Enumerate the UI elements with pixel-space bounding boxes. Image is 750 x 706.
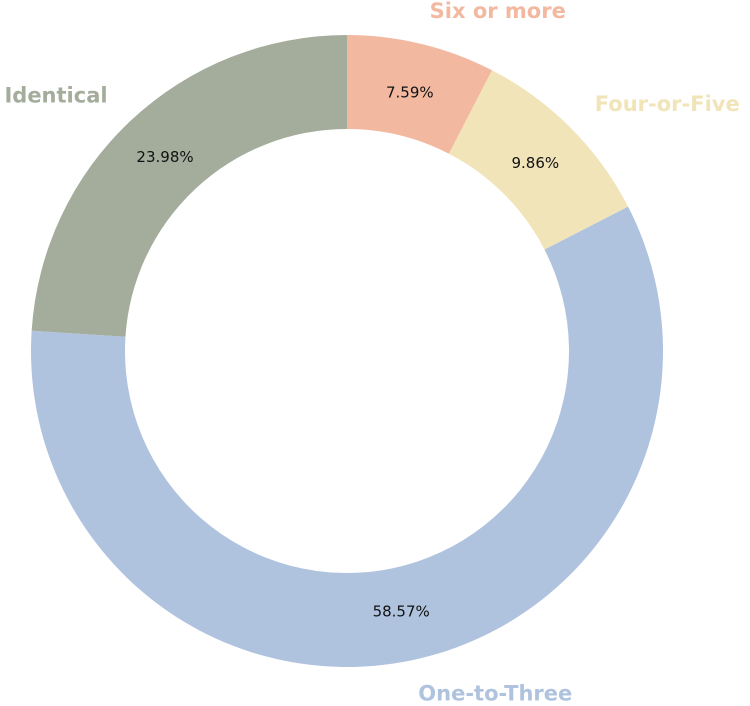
category-label-one-to-three: One-to-Three	[418, 682, 572, 706]
slice-one-to-three	[30, 206, 663, 668]
category-label-identical: Identical	[4, 84, 107, 108]
value-label-four-or-five: 9.86%	[511, 154, 559, 172]
value-label-identical: 23.98%	[136, 148, 193, 166]
category-label-six-or-more: Six or more	[430, 0, 566, 23]
slice-six-or-more	[347, 35, 493, 154]
category-label-four-or-five: Four-or-Five	[595, 92, 740, 116]
slice-identical	[31, 35, 347, 337]
value-label-one-to-three: 58.57%	[373, 602, 430, 620]
slice-four-or-five	[448, 70, 629, 250]
value-label-six-or-more: 7.59%	[386, 84, 434, 102]
